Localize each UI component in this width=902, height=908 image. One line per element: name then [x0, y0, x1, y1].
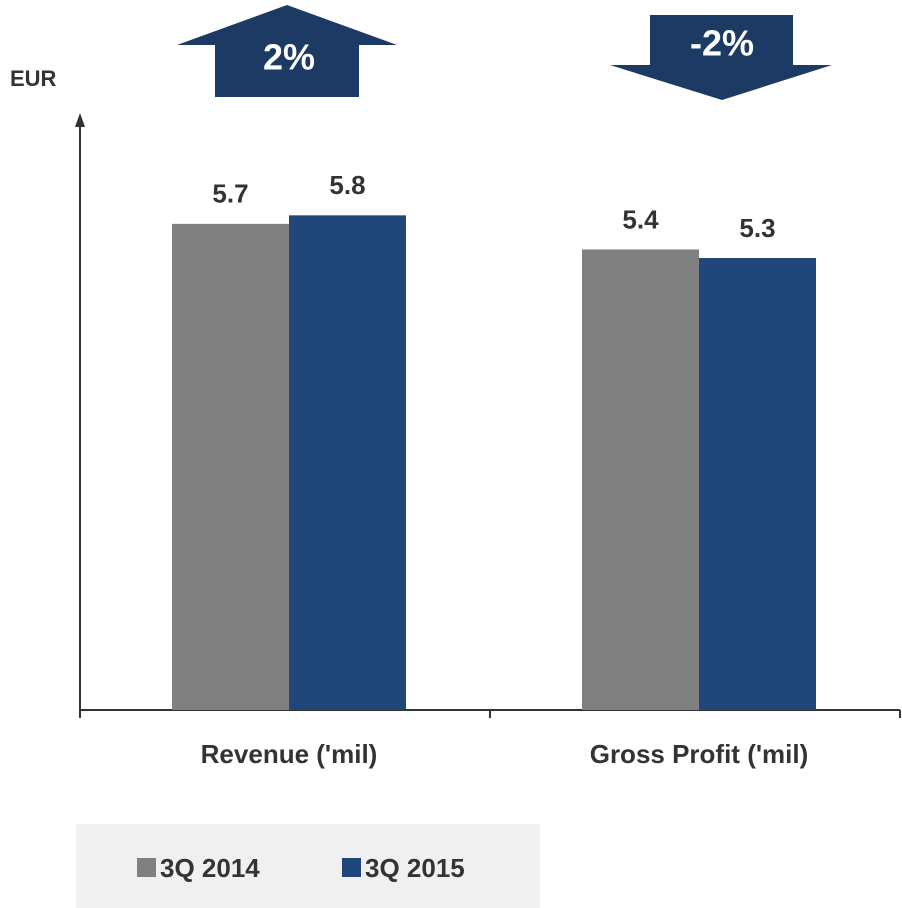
data-label: 5.7: [212, 179, 248, 209]
legend-swatch: [137, 858, 156, 877]
y-axis-arrow: [75, 113, 85, 127]
y-axis-label: EUR: [10, 66, 57, 91]
annotation: 2%: [263, 37, 315, 78]
x-tick-label: Revenue ('mil): [201, 739, 378, 769]
legend-swatch: [342, 858, 361, 877]
data-label: 5.4: [622, 204, 659, 234]
x-tick-label: Gross Profit ('mil): [590, 739, 809, 769]
bar: [172, 223, 289, 710]
bar: [699, 257, 816, 710]
data-label: 5.8: [329, 170, 365, 200]
legend-label: 3Q 2014: [160, 853, 260, 883]
legend-label: 3Q 2015: [365, 853, 465, 883]
down-arrow: [610, 15, 832, 100]
bar: [582, 249, 699, 710]
annotation: -2%: [690, 23, 754, 64]
bar: [289, 215, 406, 711]
up-arrow: [177, 5, 397, 97]
data-label: 5.3: [739, 213, 775, 243]
